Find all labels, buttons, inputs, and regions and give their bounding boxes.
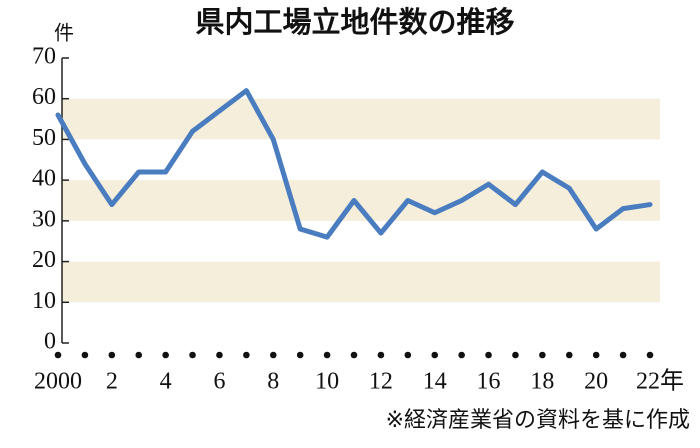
x-dot bbox=[646, 351, 654, 359]
x-dot bbox=[108, 351, 116, 359]
x-dot bbox=[81, 351, 89, 359]
x-dot bbox=[377, 351, 385, 359]
x-dot bbox=[512, 351, 519, 359]
chart-title: 県内工場立地件数の推移 bbox=[195, 5, 514, 39]
x-dot bbox=[135, 351, 143, 359]
x-dot bbox=[189, 351, 196, 359]
x-dot bbox=[485, 351, 492, 359]
x-tick-label: 2 bbox=[106, 369, 118, 395]
grid-band bbox=[62, 180, 660, 221]
y-tick-label: 30 bbox=[32, 206, 56, 232]
y-tick-label: 40 bbox=[32, 166, 56, 192]
x-tick-label: 4 bbox=[160, 369, 172, 395]
source-note: ※経済産業省の資料を基に作成 bbox=[386, 408, 690, 433]
x-dot bbox=[458, 351, 465, 359]
x-dot bbox=[565, 351, 573, 359]
x-dot bbox=[592, 351, 600, 359]
x-dot bbox=[619, 351, 627, 359]
grid-band bbox=[62, 261, 660, 303]
x-dot bbox=[243, 351, 250, 359]
x-tick-label: 16 bbox=[477, 369, 501, 395]
x-dot bbox=[350, 351, 358, 359]
x-tick-label: 2000 bbox=[34, 369, 82, 395]
y-unit: 件 bbox=[54, 21, 74, 45]
y-tick-label: 10 bbox=[32, 288, 56, 314]
y-tick-label: 50 bbox=[32, 125, 56, 151]
x-dot bbox=[539, 351, 546, 359]
x-tick-label: 6 bbox=[213, 369, 225, 395]
x-dot bbox=[162, 351, 169, 359]
x-dot bbox=[404, 351, 412, 359]
x-dot bbox=[431, 351, 439, 359]
x-tick-label: 14 bbox=[423, 369, 447, 395]
x-dot bbox=[296, 351, 304, 359]
y-tick-label: 20 bbox=[32, 247, 56, 273]
x-dot bbox=[54, 351, 62, 359]
x-dot bbox=[269, 351, 277, 359]
x-tick-label: 22年 bbox=[636, 368, 684, 395]
x-tick-label: 8 bbox=[267, 369, 279, 395]
x-tick-label: 10 bbox=[315, 369, 339, 395]
y-tick-label: 0 bbox=[44, 329, 56, 355]
x-dot bbox=[323, 351, 331, 359]
x-tick-label: 20 bbox=[584, 369, 608, 395]
y-tick-label: 70 bbox=[32, 44, 56, 70]
data-line bbox=[55, 88, 653, 240]
x-tick-label: 18 bbox=[530, 369, 554, 395]
grid-band bbox=[62, 98, 660, 140]
y-tick-label: 60 bbox=[32, 84, 56, 110]
x-dot bbox=[216, 351, 223, 359]
x-tick-label: 12 bbox=[369, 369, 393, 395]
